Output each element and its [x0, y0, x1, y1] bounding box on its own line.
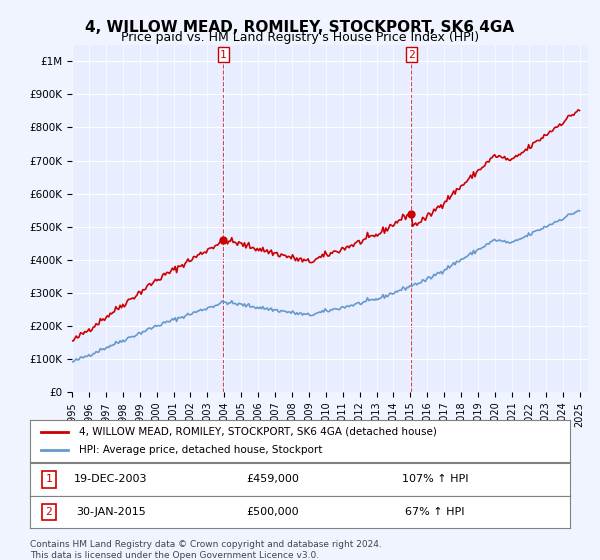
Text: Contains HM Land Registry data © Crown copyright and database right 2024.
This d: Contains HM Land Registry data © Crown c…	[30, 540, 382, 560]
Text: 1: 1	[46, 474, 52, 484]
Text: £459,000: £459,000	[247, 474, 299, 484]
Text: 4, WILLOW MEAD, ROMILEY, STOCKPORT, SK6 4GA: 4, WILLOW MEAD, ROMILEY, STOCKPORT, SK6 …	[85, 20, 515, 35]
Text: 2: 2	[408, 50, 415, 60]
Text: Price paid vs. HM Land Registry's House Price Index (HPI): Price paid vs. HM Land Registry's House …	[121, 31, 479, 44]
Text: 1: 1	[220, 50, 227, 60]
Text: £500,000: £500,000	[247, 507, 299, 517]
Text: 30-JAN-2015: 30-JAN-2015	[76, 507, 146, 517]
Text: 19-DEC-2003: 19-DEC-2003	[74, 474, 148, 484]
Text: 2: 2	[46, 507, 52, 517]
Text: 4, WILLOW MEAD, ROMILEY, STOCKPORT, SK6 4GA (detached house): 4, WILLOW MEAD, ROMILEY, STOCKPORT, SK6 …	[79, 427, 436, 437]
Text: HPI: Average price, detached house, Stockport: HPI: Average price, detached house, Stoc…	[79, 445, 322, 455]
Text: 107% ↑ HPI: 107% ↑ HPI	[402, 474, 468, 484]
Text: 67% ↑ HPI: 67% ↑ HPI	[405, 507, 465, 517]
